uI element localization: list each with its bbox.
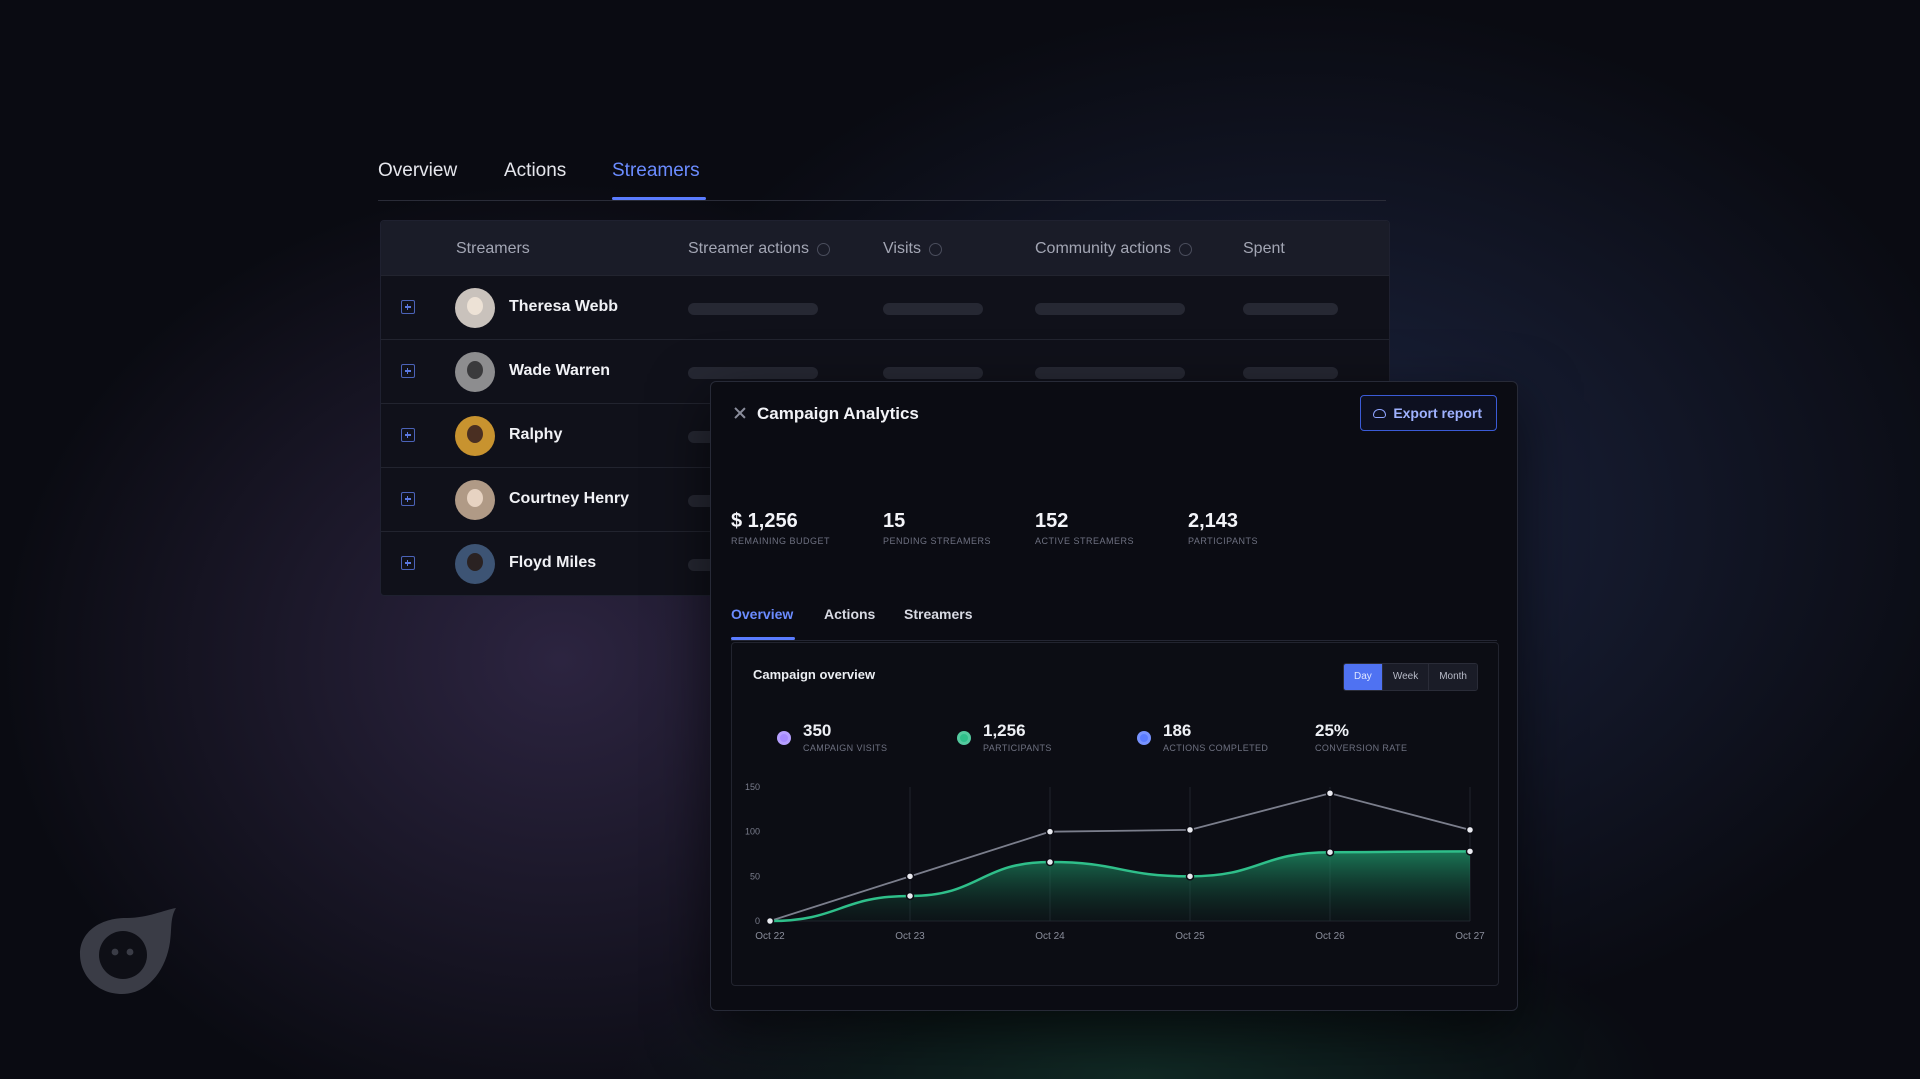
avatar bbox=[455, 416, 495, 456]
stat-remaining-budget: $ 1,256 REMAINING BUDGET bbox=[731, 510, 831, 546]
x-tick-label: Oct 25 bbox=[1175, 931, 1205, 942]
x-tick-label: Oct 26 bbox=[1315, 931, 1345, 942]
x-tick-label: Oct 23 bbox=[895, 931, 925, 942]
data-point bbox=[1045, 827, 1055, 836]
legend-dot bbox=[777, 731, 791, 745]
info-icon[interactable] bbox=[816, 242, 830, 256]
loading-placeholder bbox=[1243, 303, 1338, 315]
campaign-analytics-modal: Campaign Analytics Export report $ 1,256… bbox=[710, 381, 1518, 1011]
avatar bbox=[455, 352, 495, 392]
range-week-button[interactable]: Week bbox=[1381, 664, 1429, 690]
kpi-conversion-rate: 25% CONVERSION RATE bbox=[1315, 721, 1408, 753]
series-line bbox=[769, 792, 1471, 922]
data-point bbox=[765, 916, 775, 926]
series-line bbox=[769, 850, 1471, 923]
info-icon[interactable] bbox=[1179, 242, 1193, 256]
legend-dot bbox=[1137, 731, 1151, 745]
stat-participants: 2,143 PARTICIPANTS bbox=[1188, 510, 1259, 546]
table-row[interactable]: Wade Warren bbox=[381, 339, 1389, 404]
range-month-button[interactable]: Month bbox=[1428, 664, 1477, 690]
close-icon[interactable] bbox=[733, 406, 747, 420]
loading-placeholder bbox=[883, 303, 983, 315]
y-tick-label: 50 bbox=[750, 871, 760, 881]
campaign-overview-card: Campaign overview Day Week Month 350 CAMP… bbox=[731, 642, 1499, 986]
stat-pending-streamers: 15 PENDING STREAMERS bbox=[883, 510, 992, 546]
time-range-toggle: Day Week Month bbox=[1343, 663, 1478, 691]
column-header-streamer-actions: Streamer actions bbox=[688, 240, 830, 258]
loading-placeholder bbox=[1035, 303, 1185, 315]
modal-tab-bar: Overview Actions Streamers bbox=[731, 596, 1497, 641]
column-header-visits: Visits bbox=[883, 240, 942, 258]
y-tick-label: 100 bbox=[745, 827, 760, 837]
cloud-download-icon bbox=[1373, 408, 1387, 418]
tab-actions[interactable]: Actions bbox=[824, 606, 876, 622]
streamer-name: Theresa Webb bbox=[509, 298, 619, 315]
info-icon[interactable] bbox=[928, 242, 942, 256]
kpi-actions-completed: 186 ACTIONS COMPLETED bbox=[1137, 721, 1268, 753]
data-point bbox=[1045, 857, 1055, 867]
active-tab-indicator bbox=[612, 197, 706, 200]
tab-streamers[interactable]: Streamers bbox=[904, 606, 973, 622]
legend-dot bbox=[957, 731, 971, 745]
loading-placeholder bbox=[688, 367, 818, 379]
loading-placeholder bbox=[1035, 367, 1185, 379]
loading-placeholder bbox=[883, 367, 983, 379]
column-header-spent: Spent bbox=[1243, 240, 1285, 257]
card-title: Campaign overview bbox=[753, 667, 876, 682]
range-day-button[interactable]: Day bbox=[1344, 664, 1382, 690]
kpi-campaign-visits: 350 CAMPAIGN VISITS bbox=[777, 721, 887, 753]
tab-overview[interactable]: Overview bbox=[378, 160, 458, 181]
campaign-line-chart: 0 50 100 150 Oct 22 Oct 23 Oct 24 Oct 25 Oct 26 O… bbox=[745, 782, 1485, 942]
modal-title: Campaign Analytics bbox=[757, 404, 919, 423]
data-point bbox=[1465, 847, 1475, 856]
avatar bbox=[455, 288, 495, 328]
table-header: Streamers Streamer actions Visits Commun… bbox=[381, 221, 1389, 275]
export-report-button[interactable]: Export report bbox=[1360, 395, 1497, 431]
column-header-community-actions: Community actions bbox=[1035, 240, 1193, 258]
brand-logo-icon bbox=[80, 908, 176, 994]
x-tick-label: Oct 24 bbox=[1035, 931, 1065, 942]
tab-streamers[interactable]: Streamers bbox=[612, 160, 700, 181]
kpi-participants: 1,256 PARTICIPANTS bbox=[957, 721, 1052, 753]
export-report-label: Export report bbox=[1393, 405, 1482, 421]
expand-row-icon[interactable] bbox=[401, 492, 415, 506]
x-tick-label: Oct 27 bbox=[1455, 931, 1485, 942]
expand-row-icon[interactable] bbox=[401, 556, 415, 570]
data-point bbox=[1465, 825, 1475, 835]
data-point bbox=[905, 891, 915, 901]
data-point bbox=[1185, 825, 1195, 835]
data-point bbox=[905, 872, 915, 881]
y-tick-label: 150 bbox=[745, 782, 760, 792]
streamer-name: Ralphy bbox=[509, 426, 563, 443]
streamer-name: Floyd Miles bbox=[509, 554, 597, 571]
streamer-name: Wade Warren bbox=[509, 362, 611, 379]
avatar bbox=[455, 480, 495, 520]
tab-actions[interactable]: Actions bbox=[504, 160, 567, 181]
series-area bbox=[770, 851, 1470, 921]
top-tab-bar: Overview Actions Streamers bbox=[378, 150, 1386, 201]
data-point bbox=[1325, 789, 1335, 798]
tab-overview[interactable]: Overview bbox=[731, 606, 794, 622]
streamer-name: Courtney Henry bbox=[509, 490, 630, 507]
avatar bbox=[455, 544, 495, 584]
expand-row-icon[interactable] bbox=[401, 300, 415, 314]
y-tick-label: 0 bbox=[755, 916, 760, 926]
data-point bbox=[1325, 847, 1335, 857]
active-tab-indicator bbox=[731, 637, 795, 640]
expand-row-icon[interactable] bbox=[401, 428, 415, 442]
data-point bbox=[1185, 872, 1195, 881]
table-row[interactable]: Theresa Webb bbox=[381, 275, 1389, 340]
column-header-streamers: Streamers bbox=[456, 240, 530, 257]
expand-row-icon[interactable] bbox=[401, 364, 415, 378]
x-tick-label: Oct 22 bbox=[755, 931, 785, 942]
stat-active-streamers: 152 ACTIVE STREAMERS bbox=[1035, 510, 1135, 546]
loading-placeholder bbox=[688, 303, 818, 315]
loading-placeholder bbox=[1243, 367, 1338, 379]
